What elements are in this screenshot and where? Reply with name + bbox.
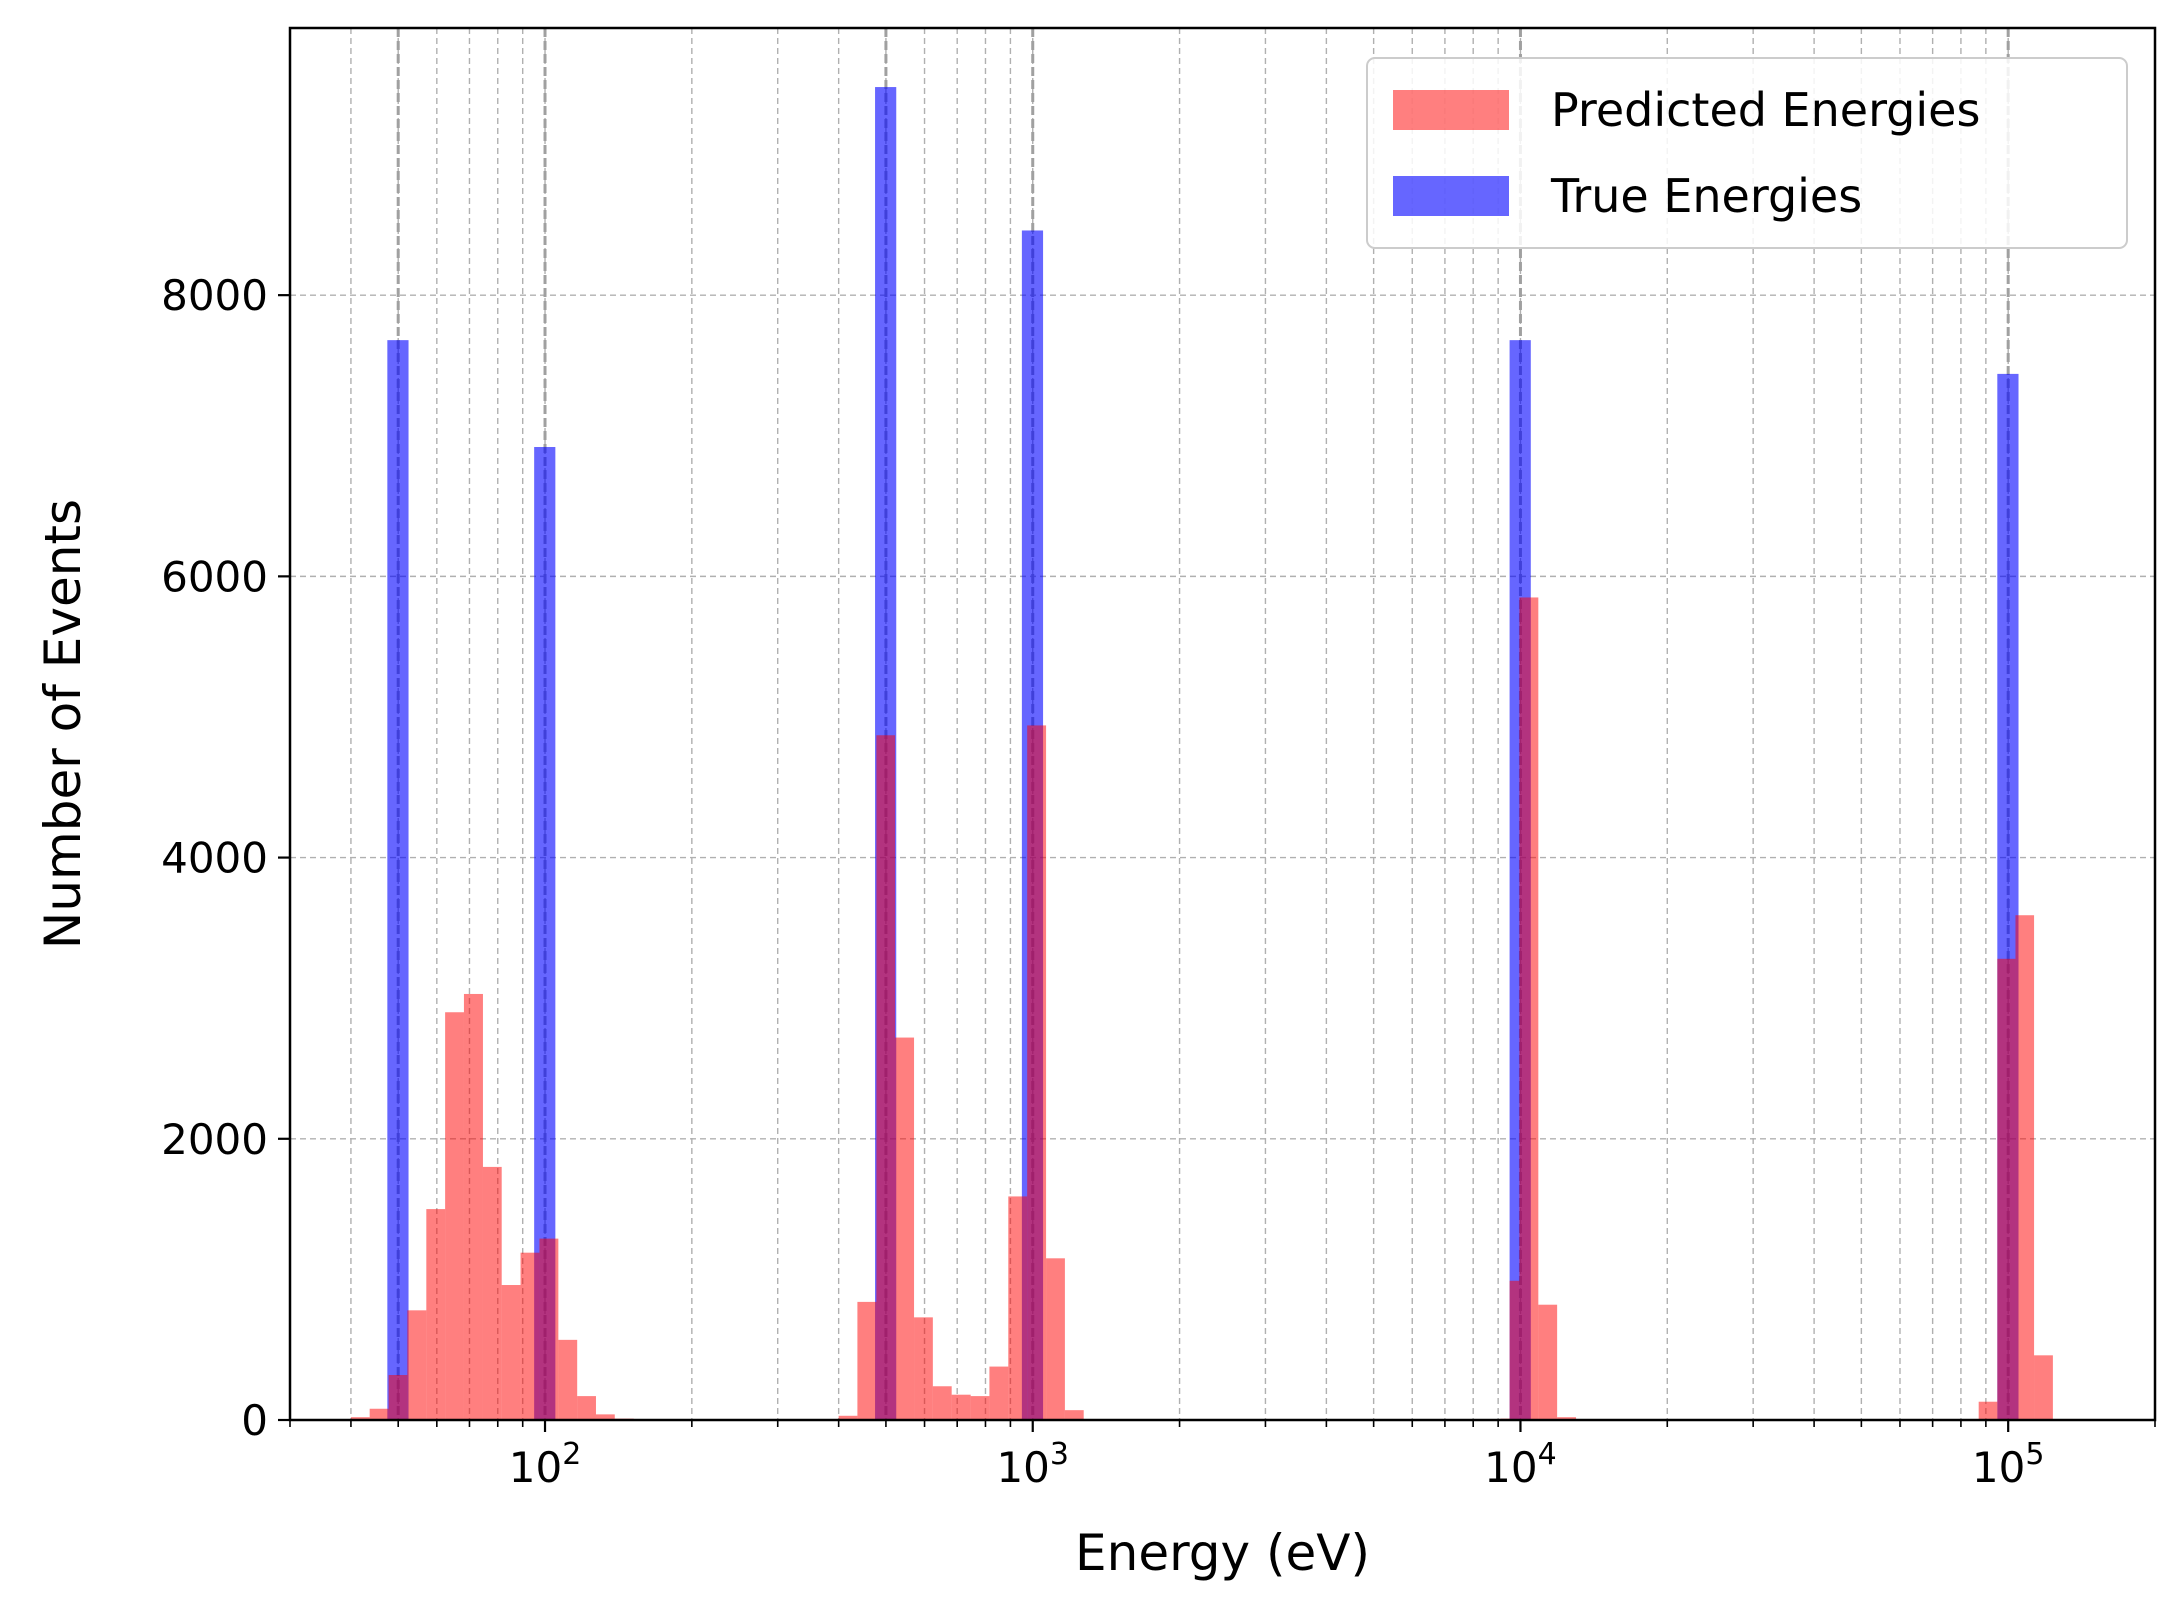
x-tick-exponent: 2 (562, 1437, 581, 1472)
y-tick-label: 8000 (161, 271, 268, 320)
x-tick-base: 10 (1484, 1443, 1537, 1492)
x-tick-label: 105 (1972, 1437, 2045, 1492)
predicted-energy-bar (1027, 725, 1047, 1420)
predicted-energy-bar (1519, 597, 1539, 1420)
x-tick-label: 102 (509, 1437, 582, 1492)
predicted-energy-bar (482, 1166, 502, 1420)
x-tick-label: 103 (996, 1437, 1069, 1492)
predicted-energy-bar (1538, 1304, 1558, 1420)
predicted-energy-bar (838, 1415, 858, 1420)
predicted-energy-bar (1978, 1401, 1998, 1420)
legend: Predicted Energies True Energies (1366, 57, 2128, 249)
predicted-energy-bar (1557, 1417, 1577, 1420)
y-tick-label: 0 (241, 1396, 268, 1445)
legend-swatch (1393, 90, 1509, 130)
true-energy-bar (387, 340, 409, 1420)
predicted-energy-bar (989, 1366, 1009, 1420)
predicted-energies-bars (350, 597, 2053, 1420)
predicted-energy-bar (577, 1396, 596, 1420)
predicted-energy-bar (595, 1414, 615, 1420)
predicted-energy-bar (369, 1408, 389, 1420)
y-tick-label: 4000 (161, 834, 268, 883)
true-energy-bar (534, 447, 556, 1420)
plot-frame (288, 26, 2157, 1422)
predicted-energy-bar (2015, 915, 2035, 1420)
predicted-energy-bar (558, 1339, 578, 1420)
predicted-energy-bar (407, 1310, 427, 1420)
predicted-energy-bar (951, 1394, 971, 1420)
predicted-energy-bar (463, 993, 483, 1420)
x-tick-label: 104 (1484, 1437, 1557, 1492)
predicted-energy-bar (1064, 1410, 1084, 1420)
predicted-energy-bar (970, 1396, 990, 1420)
predicted-energy-bar (1997, 958, 2016, 1420)
predicted-energy-bar (2034, 1355, 2053, 1420)
legend-label: True Energies (1550, 169, 1862, 223)
x-axis-label: Energy (eV) (1075, 1524, 1370, 1582)
predicted-energy-bar (426, 1209, 446, 1420)
predicted-energy-bar (914, 1317, 933, 1420)
predicted-energy-bar (1008, 1196, 1028, 1420)
y-tick-label: 6000 (161, 552, 268, 601)
y-axis-label: Number of Events (34, 499, 92, 949)
y-tick-label: 2000 (161, 1115, 268, 1164)
predicted-energy-bar (1046, 1258, 1065, 1420)
legend-label: Predicted Energies (1551, 83, 1980, 137)
predicted-energy-bar (388, 1375, 408, 1420)
predicted-energy-bar (350, 1417, 370, 1420)
predicted-energy-bar (1509, 1280, 1520, 1420)
legend-swatch (1393, 176, 1509, 216)
x-tick-base: 10 (1972, 1443, 2025, 1492)
predicted-energy-bar (932, 1386, 952, 1420)
x-tick-base: 10 (996, 1443, 1049, 1492)
predicted-energy-bar (857, 1301, 877, 1420)
x-tick-exponent: 3 (1050, 1437, 1069, 1472)
predicted-energy-bar (895, 1037, 915, 1420)
x-tick-base: 10 (509, 1443, 562, 1492)
legend-box (1366, 57, 2128, 249)
predicted-energy-bar (501, 1285, 521, 1420)
x-tick-exponent: 5 (2025, 1437, 2044, 1472)
predicted-energy-bar (876, 735, 896, 1420)
predicted-energy-bar (539, 1238, 559, 1420)
predicted-energy-bar (445, 1012, 464, 1420)
predicted-energy-bar (520, 1252, 540, 1420)
x-tick-exponent: 4 (1538, 1437, 1557, 1472)
